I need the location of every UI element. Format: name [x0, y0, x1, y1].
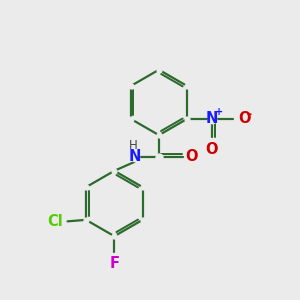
- Text: Cl: Cl: [48, 214, 63, 229]
- Text: N: N: [206, 111, 218, 126]
- Text: F: F: [109, 256, 119, 271]
- Text: O: O: [186, 149, 198, 164]
- Text: O: O: [238, 111, 250, 126]
- Text: H: H: [129, 140, 138, 152]
- Text: N: N: [128, 149, 141, 164]
- Text: O: O: [206, 142, 218, 157]
- Text: -: -: [247, 108, 252, 121]
- Text: +: +: [215, 107, 223, 117]
